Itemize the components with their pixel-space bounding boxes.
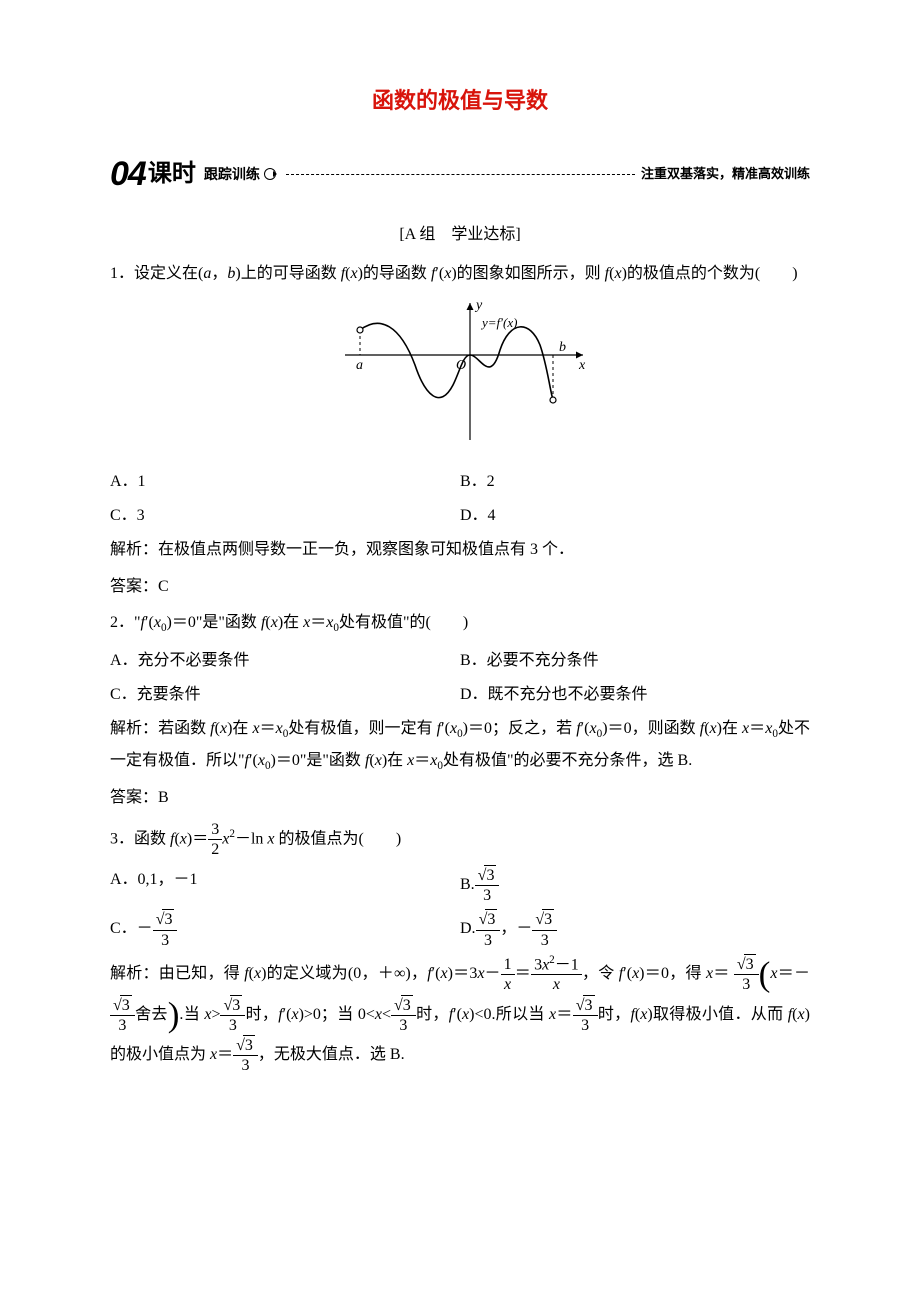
dash-line: [286, 174, 635, 175]
q1-opt-d: D．4: [460, 501, 810, 531]
q2-opt-c: C．充要条件: [110, 680, 460, 710]
header-slogan: 注重双基落实，精准高效训练: [641, 162, 810, 187]
svg-text:y: y: [474, 298, 483, 313]
q1-opt-c: C．3: [110, 501, 460, 531]
q1-graph: y x O a b y=f′(x): [110, 295, 810, 456]
q2-options: A．充分不必要条件 B．必要不充分条件 C．充要条件 D．既不充分也不必要条件: [110, 646, 810, 715]
q3-opt-a: A．0,1，－1: [110, 865, 460, 905]
q1-opt-b: B．2: [460, 467, 810, 497]
q3-jiexi: 解析：由已知，得 f(x)的定义域为(0，＋∞)，f′(x)＝3x－1x＝3x2…: [110, 954, 810, 1075]
q3-opt-b: B.√33: [460, 865, 810, 905]
q1-answer: 答案：C: [110, 572, 810, 602]
svg-text:a: a: [356, 358, 363, 373]
svg-text:O: O: [456, 358, 466, 373]
lesson-number: 04: [110, 142, 146, 207]
keshi-label: 课时: [148, 151, 196, 197]
q1-text: 1．设定义在(: [110, 265, 203, 282]
q1-stem: 1．设定义在(a，b)上的可导函数 f(x)的导函数 f′(x)的图象如图所示，…: [110, 259, 810, 289]
svg-text:y=f′(x): y=f′(x): [480, 315, 517, 330]
q2-answer: 答案：B: [110, 783, 810, 813]
header-bar: 04 课时 跟踪训练 注重双基落实，精准高效训练: [110, 142, 810, 207]
svg-text:x: x: [578, 358, 586, 373]
page-title: 函数的极值与导数: [110, 80, 810, 122]
q3-opt-c: C．－√33: [110, 909, 460, 949]
q1-opt-a: A．1: [110, 467, 460, 497]
q2-stem: 2．"f′(x0)＝0"是"函数 f(x)在 x＝x0处有极值"的( ): [110, 608, 810, 639]
section-a-label: [A 组 学业达标]: [110, 220, 810, 250]
q2-opt-b: B．必要不充分条件: [460, 646, 810, 676]
q2-jiexi: 解析：若函数 f(x)在 x＝x0处有极值，则一定有 f′(x0)＝0；反之，若…: [110, 714, 810, 777]
q3-stem: 3．函数 f(x)＝32x2－ln x 的极值点为( ): [110, 820, 810, 859]
q3-options: A．0,1，－1 B.√33 C．－√33 D.√33，－√33: [110, 865, 810, 954]
q2-opt-a: A．充分不必要条件: [110, 646, 460, 676]
q1-options: A．1 B．2 C．3 D．4: [110, 467, 810, 536]
target-icon: [264, 168, 276, 180]
q2-opt-d: D．既不充分也不必要条件: [460, 680, 810, 710]
q3-opt-d: D.√33，－√33: [460, 909, 810, 949]
svg-text:b: b: [559, 340, 566, 355]
q1-jiexi: 解析：在极值点两侧导数一正一负，观察图象可知极值点有 3 个．: [110, 535, 810, 565]
track-label: 跟踪训练: [204, 161, 260, 188]
